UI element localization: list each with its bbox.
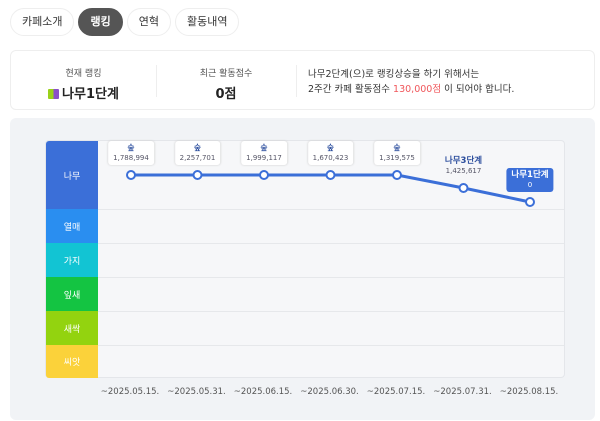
band-label: 가지 [63,256,81,267]
point-label: 숲 1,999,117 [241,141,287,165]
required-score: 130,000점 [393,84,442,95]
x-tick-label: ~2025.05.31. [167,387,226,397]
tab-cafe-intro[interactable]: 카페소개 [10,8,75,36]
x-tick-label: ~2025.07.31. [433,387,492,397]
tab-activity[interactable]: 활동내역 [174,8,240,36]
gridline [98,345,564,346]
current-rank: 현재 랭킹 나무1단계 [11,51,156,111]
point-stage: 숲 [327,143,334,152]
point-label: 숲 2,257,701 [174,141,221,165]
point-stage: 숲 [127,143,135,152]
band-label: 열매 [63,222,81,233]
x-tick-label: ~2025.06.30. [300,387,359,397]
point-stage: 숲 [260,143,268,152]
band-label: 씨앗 [63,358,81,368]
point-label: 나무3단계 1,425,617 [440,154,487,178]
point-score: 1,999,117 [246,154,282,162]
recent-score-label: 최근 활동점수 [199,69,253,79]
gridline [98,277,564,278]
x-tick-label: ~2025.08.15. [499,387,559,397]
current-rank-label: 현재 랭킹 [65,69,102,79]
band-label: 나무 [63,171,81,182]
message-suffix: 이 되어야 합니다. [444,84,515,95]
band-label: 새싹 [63,324,81,335]
tab-ranking[interactable]: 랭킹 [78,8,123,36]
gridline [98,209,564,210]
data-point[interactable] [192,170,203,180]
point-label: 숲 1,788,994 [108,141,154,165]
tab-history[interactable]: 연혁 [126,8,171,36]
point-stage: 숲 [194,143,201,152]
band-3: 잎새 [46,277,98,311]
current-rank-value: 나무1단계 [62,87,119,102]
data-point[interactable] [392,170,402,180]
band-5: 씨앗 [46,345,98,378]
recent-score-value: 0점 [215,87,237,102]
point-score: 0 [527,181,533,189]
x-tick-label: ~2025.07.15. [366,387,426,397]
point-score: 1,670,423 [312,154,349,162]
message-line-1: 나무2단계(으)로 랭킹상승을 하기 위해서는 [308,69,480,80]
message-prefix: 2주간 카페 활동점수 [308,84,391,95]
line-series [126,170,535,207]
x-tick-label: ~2025.06.15. [233,387,293,397]
data-point[interactable] [458,183,469,193]
x-tick-label: ~2025.05.15. [100,387,160,397]
point-stage: 나무1단계 [511,170,549,180]
band-1: 열매 [46,209,98,243]
divider [156,65,157,97]
point-stage: 숲 [393,143,401,152]
current-rank-row: 나무1단계 [11,83,156,102]
sprout-badge-icon [48,89,60,99]
point-score: 1,425,617 [445,167,482,175]
point-score: 2,257,701 [179,154,216,162]
ranking-summary: 현재 랭킹 나무1단계 최근 활동점수 0점 나무2단계(으)로 랭킹상승을 하… [10,50,595,110]
data-point[interactable] [325,170,336,180]
point-label: 숲 1,670,423 [307,141,354,165]
band-4: 새싹 [46,311,98,345]
divider [296,65,297,97]
point-score: 1,788,994 [113,154,149,162]
point-label: 숲 1,319,575 [374,141,420,165]
data-point[interactable] [525,197,535,207]
data-point[interactable] [259,170,269,180]
gridline [98,243,564,244]
rank-up-message: 나무2단계(으)로 랭킹상승을 하기 위해서는 2주간 카페 활동점수 130,… [308,67,514,97]
gridline [98,311,564,312]
recent-score: 최근 활동점수 0점 [156,51,296,111]
band-2: 가지 [46,243,98,277]
message-line-2: 2주간 카페 활동점수 130,000점 이 되어야 합니다. [308,82,514,97]
band-label: 잎새 [63,290,81,301]
point-label: 나무1단계 0 [506,168,554,192]
data-point[interactable] [126,170,136,180]
point-stage: 나무3단계 [444,156,483,166]
point-score: 1,319,575 [379,154,415,162]
band-0: 나무 [46,141,98,209]
tab-bar: 카페소개 랭킹 연혁 활동내역 [10,8,240,36]
